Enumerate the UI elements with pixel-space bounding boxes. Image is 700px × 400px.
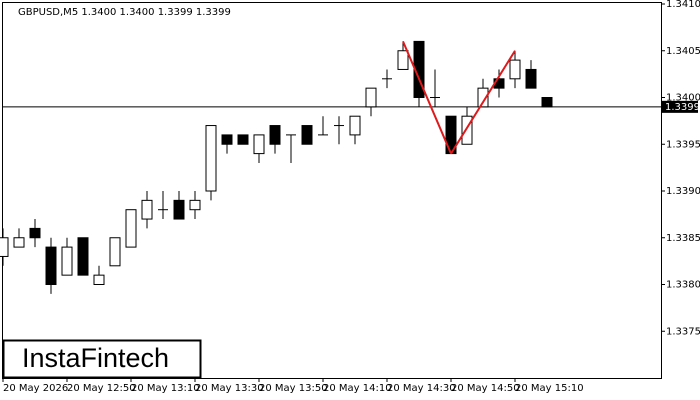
candle-body: [61, 246, 73, 276]
logo-box: [2, 339, 202, 379]
candle-body: [77, 237, 89, 276]
x-tick-label: 20 May 13:10: [131, 383, 200, 394]
x-tick-label: 20 May 14:30: [387, 383, 456, 394]
candle-body: [173, 199, 185, 220]
current-price-label: 1.3399: [665, 102, 700, 113]
candle-body: [477, 87, 489, 108]
y-tick-label: 1.3400: [666, 93, 700, 104]
candle-body: [237, 134, 249, 145]
candle-body: [461, 115, 473, 145]
candle-body: [0, 237, 9, 257]
x-tick-label: 20 May 14:50: [451, 383, 520, 394]
candle-body: [541, 97, 553, 108]
plot-frame: [2, 2, 662, 379]
y-tick-label: 1.3405: [666, 46, 700, 57]
candle-body: [221, 134, 233, 145]
candle-body: [253, 134, 265, 155]
y-tick-label: 1.3385: [666, 233, 700, 244]
candle-body: [125, 209, 137, 248]
candle-body: [301, 125, 313, 145]
y-tick-label: 1.3395: [666, 139, 700, 150]
candle-body: [397, 50, 409, 70]
candle-body: [365, 87, 377, 108]
x-tick-label: 20 May 15:10: [515, 383, 584, 394]
y-tick-label: 1.3390: [666, 186, 700, 197]
candle-body: [45, 246, 57, 286]
chart-title: GBPUSD,M5 1.3400 1.3400 1.3399 1.3399: [18, 7, 231, 18]
candle-body: [13, 237, 25, 248]
candle-body: [349, 115, 361, 136]
pattern-line: [450, 50, 516, 155]
candle-body: [189, 199, 201, 211]
pattern-line: [402, 41, 452, 154]
current-price-box: [662, 100, 698, 113]
candle-body: [109, 237, 121, 267]
candle-body: [29, 227, 41, 239]
x-tick-label: 20 May 13:30: [195, 383, 264, 394]
candle-body: [141, 199, 153, 220]
x-tick-label: 20 May 13:50: [259, 383, 328, 394]
y-tick-label: 1.3380: [666, 280, 700, 291]
x-tick-label: 20 May 2026: [3, 383, 68, 394]
candle-body: [525, 68, 537, 89]
candle-body: [269, 125, 281, 145]
x-tick-label: 20 May 12:50: [67, 383, 136, 394]
x-tick-label: 20 May 14:10: [323, 383, 392, 394]
y-tick-label: 1.3410: [666, 0, 700, 10]
candle-body: [509, 59, 521, 80]
candle-body: [205, 125, 217, 192]
logo: InstaFintech: [22, 343, 169, 373]
candle-body: [93, 274, 105, 285]
y-tick-label: 1.3375: [666, 326, 700, 337]
